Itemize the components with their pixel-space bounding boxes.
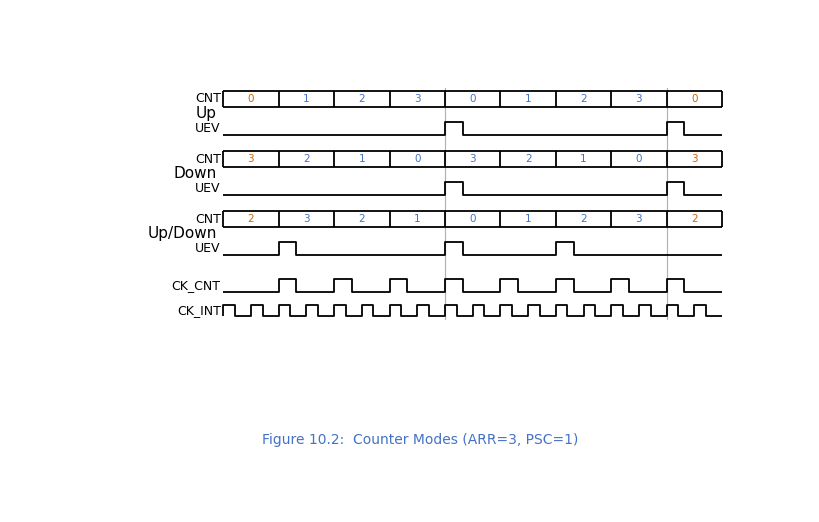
Text: 1: 1 bbox=[303, 94, 310, 104]
Text: 3: 3 bbox=[303, 215, 310, 224]
Text: 2: 2 bbox=[580, 94, 586, 104]
Text: 2: 2 bbox=[580, 215, 586, 224]
Text: 0: 0 bbox=[635, 154, 641, 164]
Text: 3: 3 bbox=[247, 154, 254, 164]
Text: 1: 1 bbox=[524, 215, 531, 224]
Text: UEV: UEV bbox=[195, 182, 220, 195]
Text: Up: Up bbox=[196, 106, 216, 121]
Text: 3: 3 bbox=[635, 215, 641, 224]
Text: Up/Down: Up/Down bbox=[147, 227, 216, 242]
Text: 2: 2 bbox=[247, 215, 254, 224]
Text: 2: 2 bbox=[358, 215, 364, 224]
Text: Figure 10.2:  Counter Modes (ARR=3, PSC=1): Figure 10.2: Counter Modes (ARR=3, PSC=1… bbox=[262, 433, 577, 447]
Text: CK_CNT: CK_CNT bbox=[171, 279, 220, 292]
Text: 0: 0 bbox=[468, 215, 475, 224]
Text: UEV: UEV bbox=[195, 242, 220, 255]
Text: 0: 0 bbox=[690, 94, 697, 104]
Text: 2: 2 bbox=[690, 215, 697, 224]
Text: 1: 1 bbox=[414, 215, 420, 224]
Text: 0: 0 bbox=[414, 154, 420, 164]
Text: 3: 3 bbox=[635, 94, 641, 104]
Text: 2: 2 bbox=[358, 94, 364, 104]
Text: 1: 1 bbox=[524, 94, 531, 104]
Text: 2: 2 bbox=[524, 154, 531, 164]
Text: 0: 0 bbox=[247, 94, 254, 104]
Text: Down: Down bbox=[174, 166, 216, 181]
Text: 3: 3 bbox=[414, 94, 420, 104]
Text: 1: 1 bbox=[358, 154, 364, 164]
Text: 3: 3 bbox=[690, 154, 697, 164]
Text: CNT: CNT bbox=[195, 152, 220, 165]
Text: CNT: CNT bbox=[195, 92, 220, 105]
Text: 1: 1 bbox=[580, 154, 586, 164]
Text: 2: 2 bbox=[303, 154, 310, 164]
Text: 0: 0 bbox=[468, 94, 475, 104]
Text: CNT: CNT bbox=[195, 213, 220, 226]
Text: 3: 3 bbox=[468, 154, 475, 164]
Text: CK_INT: CK_INT bbox=[177, 304, 220, 317]
Text: UEV: UEV bbox=[195, 122, 220, 135]
